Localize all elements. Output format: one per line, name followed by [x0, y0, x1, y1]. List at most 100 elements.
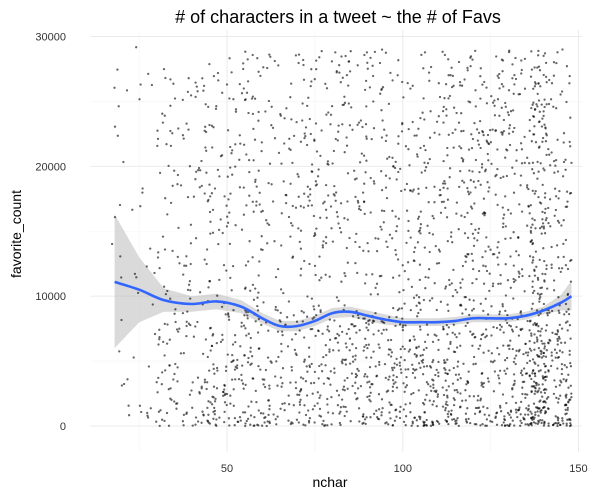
- data-point: [479, 183, 482, 186]
- data-point: [561, 419, 564, 422]
- data-point: [489, 360, 493, 363]
- data-point: [163, 248, 167, 251]
- data-point: [213, 413, 216, 416]
- data-point: [541, 183, 544, 187]
- data-point: [569, 424, 573, 427]
- data-point: [215, 341, 218, 345]
- data-point: [541, 395, 544, 398]
- data-point: [497, 263, 500, 266]
- data-point: [161, 121, 165, 124]
- data-point: [515, 159, 518, 162]
- data-point: [483, 214, 486, 217]
- data-point: [313, 316, 316, 319]
- data-point: [163, 114, 166, 117]
- data-point: [459, 281, 462, 285]
- data-point: [239, 142, 242, 145]
- data-point: [321, 246, 325, 249]
- data-point: [419, 223, 423, 226]
- data-point: [546, 314, 549, 317]
- data-point: [215, 418, 218, 421]
- data-point: [400, 307, 404, 310]
- data-point: [183, 264, 186, 267]
- data-point: [206, 355, 209, 359]
- data-point: [334, 199, 337, 202]
- data-point: [229, 402, 232, 405]
- data-point: [445, 323, 448, 327]
- data-point: [262, 66, 265, 69]
- data-point: [511, 330, 515, 333]
- data-point: [120, 318, 123, 322]
- data-point: [542, 424, 546, 427]
- data-point: [565, 403, 568, 407]
- data-point: [248, 170, 251, 174]
- data-point: [497, 377, 501, 380]
- data-point: [508, 424, 511, 427]
- data-point: [169, 201, 173, 205]
- data-point: [167, 388, 170, 391]
- data-point: [493, 104, 496, 107]
- data-point: [242, 67, 245, 71]
- data-point: [139, 83, 142, 86]
- data-point: [561, 175, 565, 178]
- data-point: [474, 406, 478, 410]
- smooth-trend-line: [114, 280, 573, 329]
- data-point: [253, 97, 257, 100]
- data-point: [120, 276, 123, 279]
- data-point: [274, 375, 277, 378]
- data-point: [333, 184, 336, 188]
- data-point: [452, 397, 455, 400]
- data-point: [520, 268, 524, 271]
- data-point: [237, 377, 241, 381]
- data-point: [554, 332, 557, 336]
- data-point: [356, 64, 359, 67]
- data-point: [346, 261, 349, 264]
- data-point: [194, 237, 198, 240]
- data-point: [398, 361, 401, 364]
- data-point: [552, 61, 556, 64]
- data-point: [322, 355, 325, 359]
- data-point: [437, 261, 441, 265]
- data-point: [345, 346, 348, 349]
- data-point: [532, 417, 535, 421]
- data-point: [299, 229, 303, 232]
- data-point: [391, 209, 394, 213]
- data-point: [366, 375, 369, 378]
- data-point: [310, 362, 313, 366]
- data-point: [383, 362, 387, 366]
- data-point: [369, 293, 372, 296]
- data-point: [547, 102, 551, 106]
- data-point: [345, 410, 348, 413]
- data-point: [525, 407, 528, 410]
- data-point: [304, 380, 308, 383]
- data-point: [455, 346, 459, 349]
- data-point: [401, 80, 404, 84]
- data-point: [547, 341, 550, 344]
- data-point: [372, 412, 376, 416]
- data-point: [564, 380, 568, 383]
- data-point: [310, 170, 313, 173]
- data-point: [225, 392, 229, 396]
- data-point: [517, 409, 520, 412]
- data-point: [485, 424, 488, 427]
- data-point: [484, 336, 487, 339]
- data-point: [537, 82, 540, 85]
- data-point: [247, 405, 250, 408]
- data-point: [304, 126, 308, 129]
- data-point: [169, 144, 173, 148]
- data-point: [289, 235, 292, 238]
- data-point: [364, 123, 368, 126]
- data-point: [318, 407, 322, 411]
- data-point: [365, 356, 368, 359]
- data-point: [178, 262, 181, 265]
- data-point: [284, 201, 288, 205]
- data-point: [543, 420, 546, 424]
- data-point: [377, 408, 381, 411]
- data-point: [359, 384, 363, 388]
- data-point: [432, 383, 435, 386]
- data-point: [276, 415, 279, 418]
- data-point: [215, 424, 218, 427]
- data-point: [459, 377, 462, 380]
- data-point: [413, 259, 416, 263]
- data-point: [122, 160, 125, 164]
- data-point: [135, 276, 138, 279]
